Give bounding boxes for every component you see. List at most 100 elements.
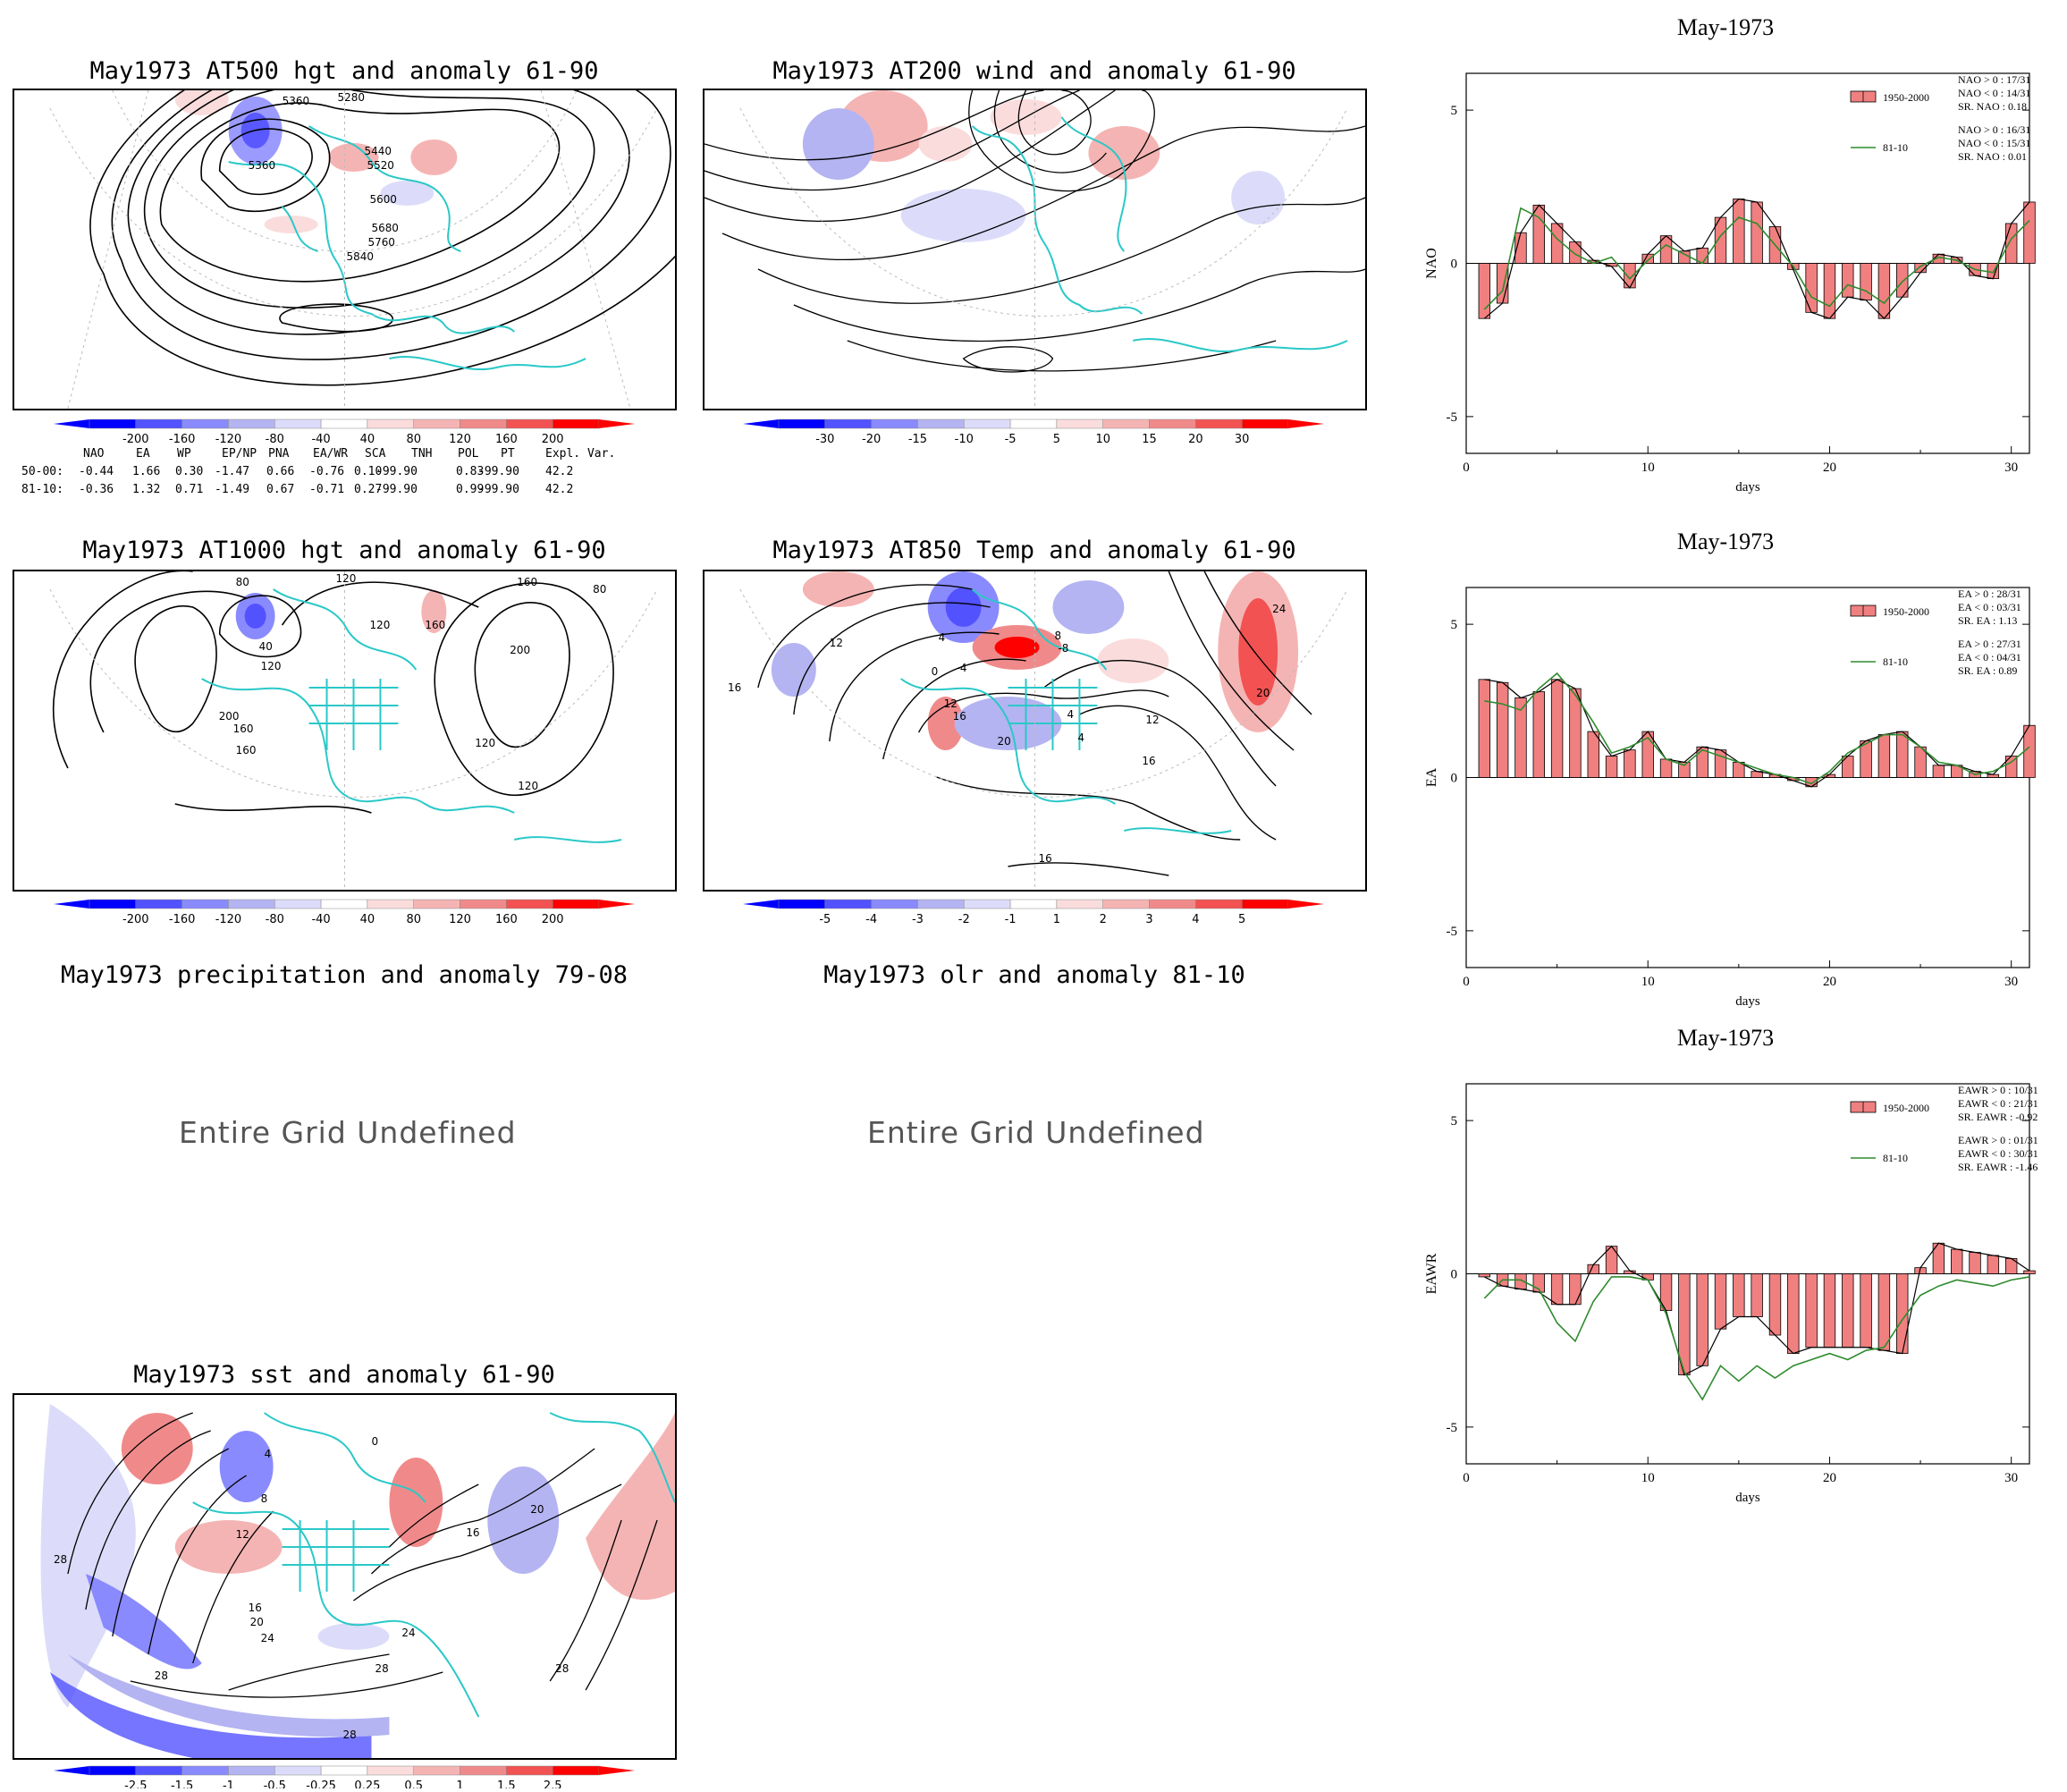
- anomaly-pos: [1238, 598, 1278, 706]
- colorbar-swatch: [506, 1765, 553, 1776]
- panel-title-hgt1000: May1973 AT1000 hgt and anomaly 61-90: [82, 537, 606, 564]
- bar: [1478, 1273, 1491, 1278]
- colorbar-label: 200: [542, 433, 564, 446]
- anomaly-neg: [380, 181, 434, 206]
- teleconnection-row-label: 50-00:: [21, 465, 63, 478]
- index-chart-svg: -5 0 5 0 10 20 30 days EAWR 1950-2000 81-10 EAWR > …: [1424, 1083, 2038, 1505]
- anomaly-neg: [85, 1574, 202, 1669]
- contour-label: 120: [336, 572, 357, 585]
- contour-label: 16: [1142, 755, 1155, 767]
- colorbar-label: 10: [1095, 433, 1110, 446]
- stat-text: NAO < 0 : 14/31: [1958, 87, 2030, 99]
- colorbar-svg: -2.5 -1.5 -1 -0.5 -0.25 0.25 0.5 1 1.5 2.5: [54, 1765, 635, 1792]
- colorbar-swatch: [89, 899, 137, 909]
- teleconnection-value: -0.36: [79, 483, 114, 496]
- colorbar-swatch: [228, 899, 275, 909]
- y-tick-label: -5: [1447, 1421, 1458, 1435]
- colorbar-label: -5: [1005, 433, 1017, 446]
- stat-text: SR. EAWR : -0.92: [1958, 1111, 2037, 1123]
- y-tick-label: 0: [1451, 1268, 1458, 1282]
- colorbar-swatch: [1149, 899, 1196, 909]
- anomaly-pos: [586, 1413, 675, 1601]
- colorbar-label: -1: [223, 1779, 234, 1788]
- colorbar-arrow-left: [54, 419, 89, 428]
- series-line-81-10: [1483, 1276, 2030, 1401]
- bar: [1624, 749, 1636, 778]
- bar: [1987, 1255, 2000, 1274]
- colorbar-label: 200: [542, 913, 564, 926]
- stat-text: SR. EAWR : -1.46: [1958, 1161, 2037, 1173]
- colorbar-label: -1.5: [171, 1779, 193, 1788]
- anomaly-pos: [328, 143, 379, 172]
- colorbar-swatch: [228, 1765, 275, 1776]
- teleconnection-value: 0.10: [354, 465, 383, 478]
- anomaly-pos: [389, 1458, 443, 1547]
- anomaly-pos: [1088, 126, 1160, 180]
- contour-label: 5360: [249, 159, 275, 172]
- coastlines: [192, 1412, 675, 1718]
- bar: [2004, 223, 2018, 264]
- map-hgt500-svg: 5280 5360 5360 5440 5520 5600 5680 5760 …: [49, 90, 675, 409]
- stat-text: EA < 0 : 04/31: [1958, 651, 2021, 664]
- y-axis-label: NAO: [1424, 248, 1439, 279]
- colorbar-label: 0.5: [404, 1779, 423, 1788]
- bar: [1842, 756, 1854, 778]
- bar: [1823, 263, 1836, 319]
- teleconnection-header: Expl. Var.: [545, 447, 616, 461]
- panel-title-sst: May1973 sst and anomaly 61-90: [133, 1361, 555, 1389]
- anomaly-pos: [994, 637, 1040, 658]
- contour-label: 5840: [346, 250, 373, 263]
- olr-undefined-text: Entire Grid Undefined: [867, 1115, 1205, 1150]
- colorbar-label: -30: [815, 433, 834, 446]
- contour-label: 16: [249, 1602, 262, 1614]
- colorbar-label: -10: [955, 433, 974, 446]
- series-line-1950-2000: [1484, 1242, 2030, 1376]
- colorbar-label: 80: [406, 433, 421, 446]
- teleconnection-header: TNH: [411, 447, 433, 461]
- colorbar-swatch: [1009, 418, 1058, 429]
- teleconnection-value: 0.99: [456, 483, 485, 496]
- panel-title-hgt500: May1973 AT500 hgt and anomaly 61-90: [89, 57, 599, 85]
- bar: [1532, 691, 1545, 778]
- bar: [1714, 1273, 1727, 1330]
- y-tick-label: 5: [1451, 618, 1458, 632]
- colorbar-label: 2: [1100, 913, 1107, 926]
- stat-text: NAO < 0 : 15/31: [1958, 137, 2030, 149]
- bar: [1496, 681, 1509, 778]
- height-contours: [52, 571, 614, 814]
- colorbar-swatch: [181, 1765, 229, 1776]
- colorbar-swatch: [413, 899, 460, 909]
- contour-label: 28: [54, 1553, 67, 1566]
- bar: [1569, 241, 1582, 264]
- colorbar-label: 160: [495, 913, 518, 926]
- colorbar-swatch: [778, 418, 826, 429]
- colorbar-label: 1.5: [497, 1779, 516, 1788]
- colorbar-label: -80: [266, 913, 284, 926]
- anomaly-neg: [945, 587, 982, 627]
- colorbar-sst: -2.5 -1.5 -1 -0.5 -0.25 0.25 0.5 1 1.5 2.5: [54, 1763, 635, 1792]
- contour-label: 16: [953, 710, 966, 723]
- contour-label: 24: [401, 1627, 415, 1639]
- colorbar-label: -200: [122, 913, 149, 926]
- stat-text: SR. NAO : 0.01: [1958, 150, 2027, 163]
- series-line-1950-2000: [1484, 679, 2030, 788]
- bar: [1550, 223, 1564, 264]
- anomaly-neg: [802, 108, 874, 180]
- legend-label: 81-10: [1883, 141, 1908, 154]
- colorbar-arrow-left: [54, 900, 89, 909]
- teleconnection-value: 1.32: [132, 483, 161, 496]
- colorbar-label: -200: [122, 433, 149, 446]
- colorbar-label: -4: [865, 913, 877, 926]
- teleconnection-value: -99.90: [375, 465, 418, 478]
- bar: [1605, 756, 1618, 778]
- bar: [2023, 201, 2036, 264]
- contour-label: 120: [475, 737, 495, 749]
- index-chart-title: May-1973: [1676, 528, 1775, 554]
- bar: [1932, 765, 1945, 778]
- colorbar-swatch: [824, 899, 872, 909]
- map-sst-svg: 28 24 20 16 12 8 4 0 16 20 24 28 28 28 2…: [40, 1404, 675, 1758]
- teleconnection-value: 0.67: [266, 483, 295, 496]
- map-temp850-svg: 12 16 24 20 12 8 4 0 -4 12 16 16 20 16 4…: [728, 571, 1348, 890]
- colorbar-label: 80: [406, 913, 421, 926]
- anomaly-pos: [918, 126, 973, 162]
